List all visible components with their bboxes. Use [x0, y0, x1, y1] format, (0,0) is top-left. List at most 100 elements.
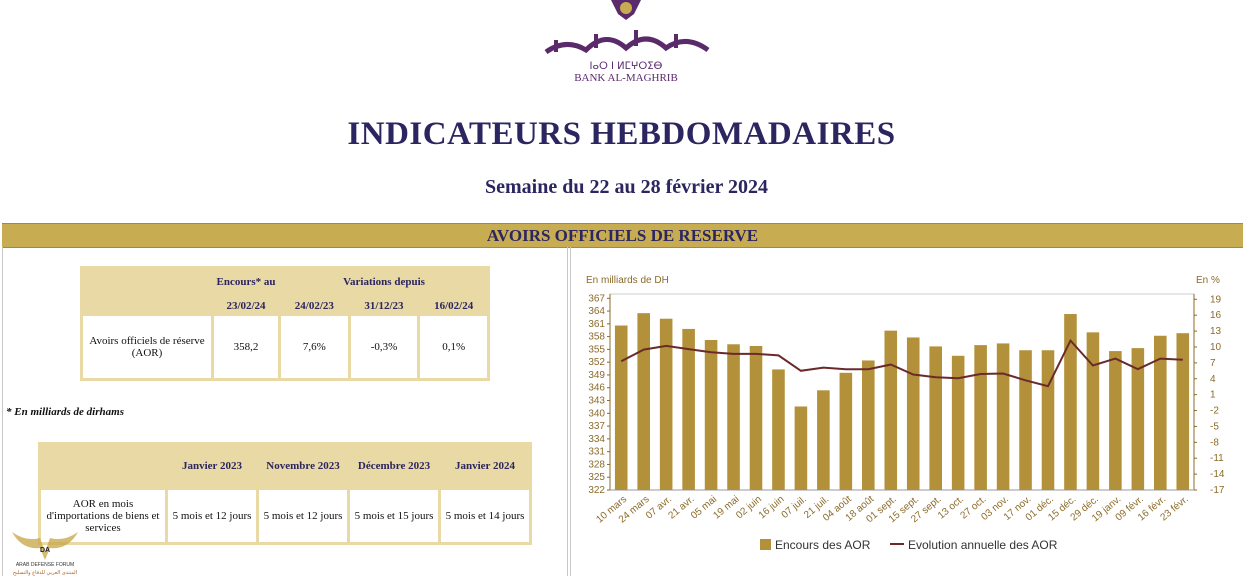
table2-row-label: AOR en mois d'importations de biens et s…	[41, 490, 165, 542]
chart-bar	[817, 390, 830, 490]
table1-encours-value: 358,2	[214, 316, 278, 378]
page-subtitle: Semaine du 22 au 28 février 2024	[485, 176, 768, 198]
right-tick-label: -17	[1210, 485, 1225, 496]
table2-value-4: 5 mois et 14 jours	[441, 490, 529, 542]
chart-bar	[727, 344, 740, 490]
table1-variation-2: -0,3%	[350, 316, 418, 378]
right-tick-label: 10	[1210, 342, 1222, 353]
chart-right-unit: En %	[1196, 275, 1220, 286]
legend-bar-label: Encours des AOR	[775, 538, 871, 552]
chart-bar	[996, 343, 1010, 490]
table1-variations-header: Variations depuis	[281, 269, 487, 295]
chart-bar	[1131, 348, 1145, 490]
table1-variation-1: 7,6%	[281, 316, 348, 378]
left-tick-label: 334	[588, 434, 605, 445]
chart-bar	[637, 313, 650, 490]
chart-bar	[1019, 350, 1032, 490]
left-tick-label: 325	[588, 472, 605, 483]
x-tick-label: 07 juil.	[780, 494, 809, 521]
right-tick-label: -14	[1210, 469, 1225, 480]
footnote: * En milliards de dirhams	[6, 406, 124, 418]
table2-value-3: 5 mois et 15 jours	[350, 490, 438, 542]
svg-text:ARAB DEFENSE FORUM: ARAB DEFENSE FORUM	[16, 562, 74, 568]
table2-header-1: Janvier 2023	[168, 445, 256, 487]
right-panel	[570, 247, 1243, 576]
right-tick-label: 19	[1210, 294, 1222, 305]
table1-row-label: Avoirs officiels de réserve (AOR)	[83, 316, 211, 378]
chart-bar	[704, 340, 718, 490]
right-tick-label: 7	[1210, 358, 1216, 369]
right-tick-label: -2	[1210, 406, 1219, 417]
table2-header-2: Novembre 2023	[259, 445, 347, 487]
legend-line-label: Evolution annuelle des AOR	[908, 538, 1058, 552]
table1-date-2: 31/12/23	[350, 298, 418, 313]
left-tick-label: 364	[588, 306, 605, 317]
chart-bar	[906, 337, 920, 490]
chart-bar	[1041, 350, 1055, 490]
svg-text:المنتدى العربي للدفاع والتسليح: المنتدى العربي للدفاع والتسليح	[13, 570, 77, 576]
table2-header-3: Décembre 2023	[350, 445, 438, 487]
left-tick-label: 358	[588, 332, 605, 343]
svg-text:DA: DA	[40, 547, 50, 554]
chart-left-unit: En milliards de DH	[586, 275, 669, 286]
left-tick-label: 361	[588, 319, 605, 330]
right-tick-label: -8	[1210, 437, 1219, 448]
left-tick-label: 331	[588, 447, 605, 458]
left-tick-label: 340	[588, 408, 605, 419]
chart-bar	[1109, 351, 1122, 490]
chart-bar	[974, 345, 987, 490]
right-tick-label: -11	[1210, 453, 1224, 464]
table2-value-2: 5 mois et 12 jours	[259, 490, 347, 542]
table1-encours-date: 23/02/24	[214, 298, 278, 313]
svg-text:ⵏⴰⵔ ⵏ ⵍⵎⵖⵔⵉⴱ: ⵏⴰⵔ ⵏ ⵍⵎⵖⵔⵉⴱ	[590, 61, 663, 72]
chart-bar	[839, 372, 853, 490]
table2-value-1: 5 mois et 12 jours	[168, 490, 256, 542]
chart-bar	[951, 355, 965, 490]
right-tick-label: 4	[1210, 374, 1216, 385]
left-tick-label: 367	[588, 293, 605, 304]
chart-bar	[772, 369, 785, 490]
table1-variation-3: 0,1%	[420, 316, 487, 378]
forum-watermark: DA ARAB DEFENSE FORUM المنتدى العربي للد…	[12, 532, 78, 576]
table2-corner	[41, 445, 165, 487]
left-tick-label: 355	[588, 344, 605, 355]
chart-bar	[614, 325, 628, 490]
chart-line-series	[620, 338, 1183, 388]
reserves-table: Encours* au Variations depuis 23/02/24 2…	[80, 266, 490, 381]
chart-bar	[659, 318, 673, 490]
right-tick-label: -5	[1210, 421, 1219, 432]
left-tick-label: 322	[588, 485, 605, 496]
page-title: INDICATEURS HEBDOMADAIRES	[347, 116, 896, 152]
left-tick-label: 328	[588, 459, 605, 470]
chart-bar	[749, 345, 763, 490]
chart-bar	[929, 346, 942, 490]
chart-bar	[862, 360, 875, 490]
section-banner: AVOIRS OFFICIELS DE RESERVE	[2, 223, 1243, 248]
plot-frame	[609, 293, 1195, 491]
table2-header-4: Janvier 2024	[441, 445, 529, 487]
table1-date-3: 16/02/24	[420, 298, 487, 313]
chart-bar	[794, 406, 808, 490]
table1-date-1: 24/02/23	[281, 298, 348, 313]
chart-bar	[1154, 335, 1167, 490]
legend-bar-swatch	[760, 539, 771, 550]
left-tick-label: 337	[588, 421, 605, 432]
table1-encours-header: Encours* au	[214, 269, 278, 295]
chart-bar	[884, 330, 898, 490]
left-panel	[2, 247, 568, 576]
x-tick-label: 16 juin	[757, 494, 787, 521]
chart-bar	[1086, 332, 1100, 490]
bank-al-maghrib-logo: ⵏⴰⵔ ⵏ ⵍⵎⵖⵔⵉⴱ BANK AL-MAGHRIB	[544, 0, 710, 84]
right-tick-label: 13	[1210, 326, 1222, 337]
left-tick-label: 346	[588, 383, 605, 394]
left-tick-label: 352	[588, 357, 605, 368]
left-tick-label: 343	[588, 396, 605, 407]
chart-bar	[682, 328, 695, 490]
import-months-table: Janvier 2023 Novembre 2023 Décembre 2023…	[38, 442, 532, 545]
svg-text:BANK AL-MAGHRIB: BANK AL-MAGHRIB	[574, 72, 678, 84]
chart-bar	[1064, 314, 1077, 490]
table1-corner	[83, 269, 211, 313]
right-tick-label: 1	[1210, 390, 1216, 401]
chart-bar	[1176, 333, 1190, 490]
